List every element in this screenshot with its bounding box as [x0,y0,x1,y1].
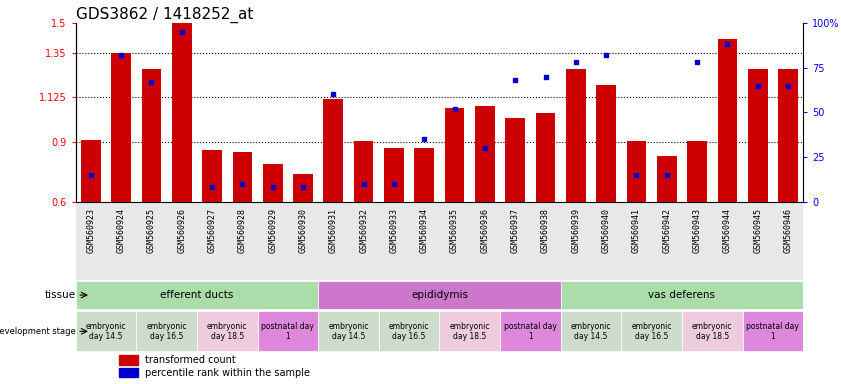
Bar [202,150,222,202]
Text: epididymis: epididymis [411,290,468,300]
Text: embryonic
day 16.5: embryonic day 16.5 [146,322,187,341]
Text: GSM560929: GSM560929 [268,208,278,253]
Text: GSM560940: GSM560940 [601,208,611,253]
Text: GSM560924: GSM560924 [117,208,125,253]
Text: GSM560932: GSM560932 [359,208,368,253]
Bar [621,311,682,351]
Bar [439,311,500,351]
Text: GSM560944: GSM560944 [723,208,732,253]
Text: percentile rank within the sample: percentile rank within the sample [145,367,309,377]
Bar [415,148,434,202]
Text: efferent ducts: efferent ducts [161,290,234,300]
Bar [566,69,585,202]
Bar [257,311,318,351]
Bar [324,99,343,202]
Bar [475,106,495,202]
Text: GSM560938: GSM560938 [541,208,550,253]
Bar [561,281,803,309]
Bar [596,84,616,202]
Text: GSM560946: GSM560946 [784,208,792,253]
Bar [500,311,561,351]
Bar [172,23,192,202]
Bar [445,108,464,202]
Text: GSM560931: GSM560931 [329,208,338,253]
Bar [141,69,161,202]
Bar [197,311,257,351]
Text: postnatal day
1: postnatal day 1 [504,322,557,341]
Text: embryonic
day 14.5: embryonic day 14.5 [86,322,126,341]
Bar [743,311,803,351]
Text: GSM560942: GSM560942 [662,208,671,253]
Bar [657,156,677,202]
Bar [536,113,555,202]
Text: GSM560927: GSM560927 [208,208,217,253]
Bar [748,69,768,202]
Text: postnatal day
1: postnatal day 1 [262,322,315,341]
Text: GSM560943: GSM560943 [693,208,701,253]
Text: GSM560934: GSM560934 [420,208,429,253]
Bar [505,118,525,202]
Text: GSM560928: GSM560928 [238,208,247,253]
Text: embryonic
day 18.5: embryonic day 18.5 [692,322,733,341]
Bar [682,311,743,351]
Text: GSM560941: GSM560941 [632,208,641,253]
Bar [294,174,313,202]
Bar [687,141,707,202]
Bar [119,367,138,377]
Bar [378,311,439,351]
Bar [384,148,404,202]
Text: vas deferens: vas deferens [648,290,716,300]
Text: GSM560935: GSM560935 [450,208,459,253]
Text: GSM560925: GSM560925 [147,208,156,253]
Text: postnatal day
1: postnatal day 1 [747,322,799,341]
Text: tissue: tissue [45,290,76,300]
Text: GSM560936: GSM560936 [480,208,489,253]
Bar [318,281,561,309]
Text: GDS3862 / 1418252_at: GDS3862 / 1418252_at [76,7,253,23]
Bar [561,311,621,351]
Text: embryonic
day 18.5: embryonic day 18.5 [449,322,490,341]
Bar [111,53,131,202]
Text: GSM560930: GSM560930 [299,208,308,253]
Text: GSM560926: GSM560926 [177,208,186,253]
Text: embryonic
day 16.5: embryonic day 16.5 [389,322,430,341]
Text: embryonic
day 18.5: embryonic day 18.5 [207,322,247,341]
Bar [136,311,197,351]
Text: embryonic
day 14.5: embryonic day 14.5 [328,322,368,341]
Text: embryonic
day 16.5: embryonic day 16.5 [632,322,672,341]
Text: GSM560945: GSM560945 [754,208,762,253]
Text: GSM560933: GSM560933 [389,208,399,253]
Bar [263,164,283,202]
Text: GSM560923: GSM560923 [87,208,95,253]
Bar [717,39,738,202]
Bar [233,152,252,202]
Text: GSM560937: GSM560937 [510,208,520,253]
Text: embryonic
day 14.5: embryonic day 14.5 [571,322,611,341]
Bar [81,140,101,202]
Text: development stage: development stage [0,327,76,336]
Bar [778,69,798,202]
Bar [119,355,138,365]
Bar [318,311,378,351]
Bar [354,141,373,202]
Bar [627,141,646,202]
Bar [76,281,318,309]
Text: transformed count: transformed count [145,355,235,365]
Bar [76,311,136,351]
Text: GSM560939: GSM560939 [571,208,580,253]
